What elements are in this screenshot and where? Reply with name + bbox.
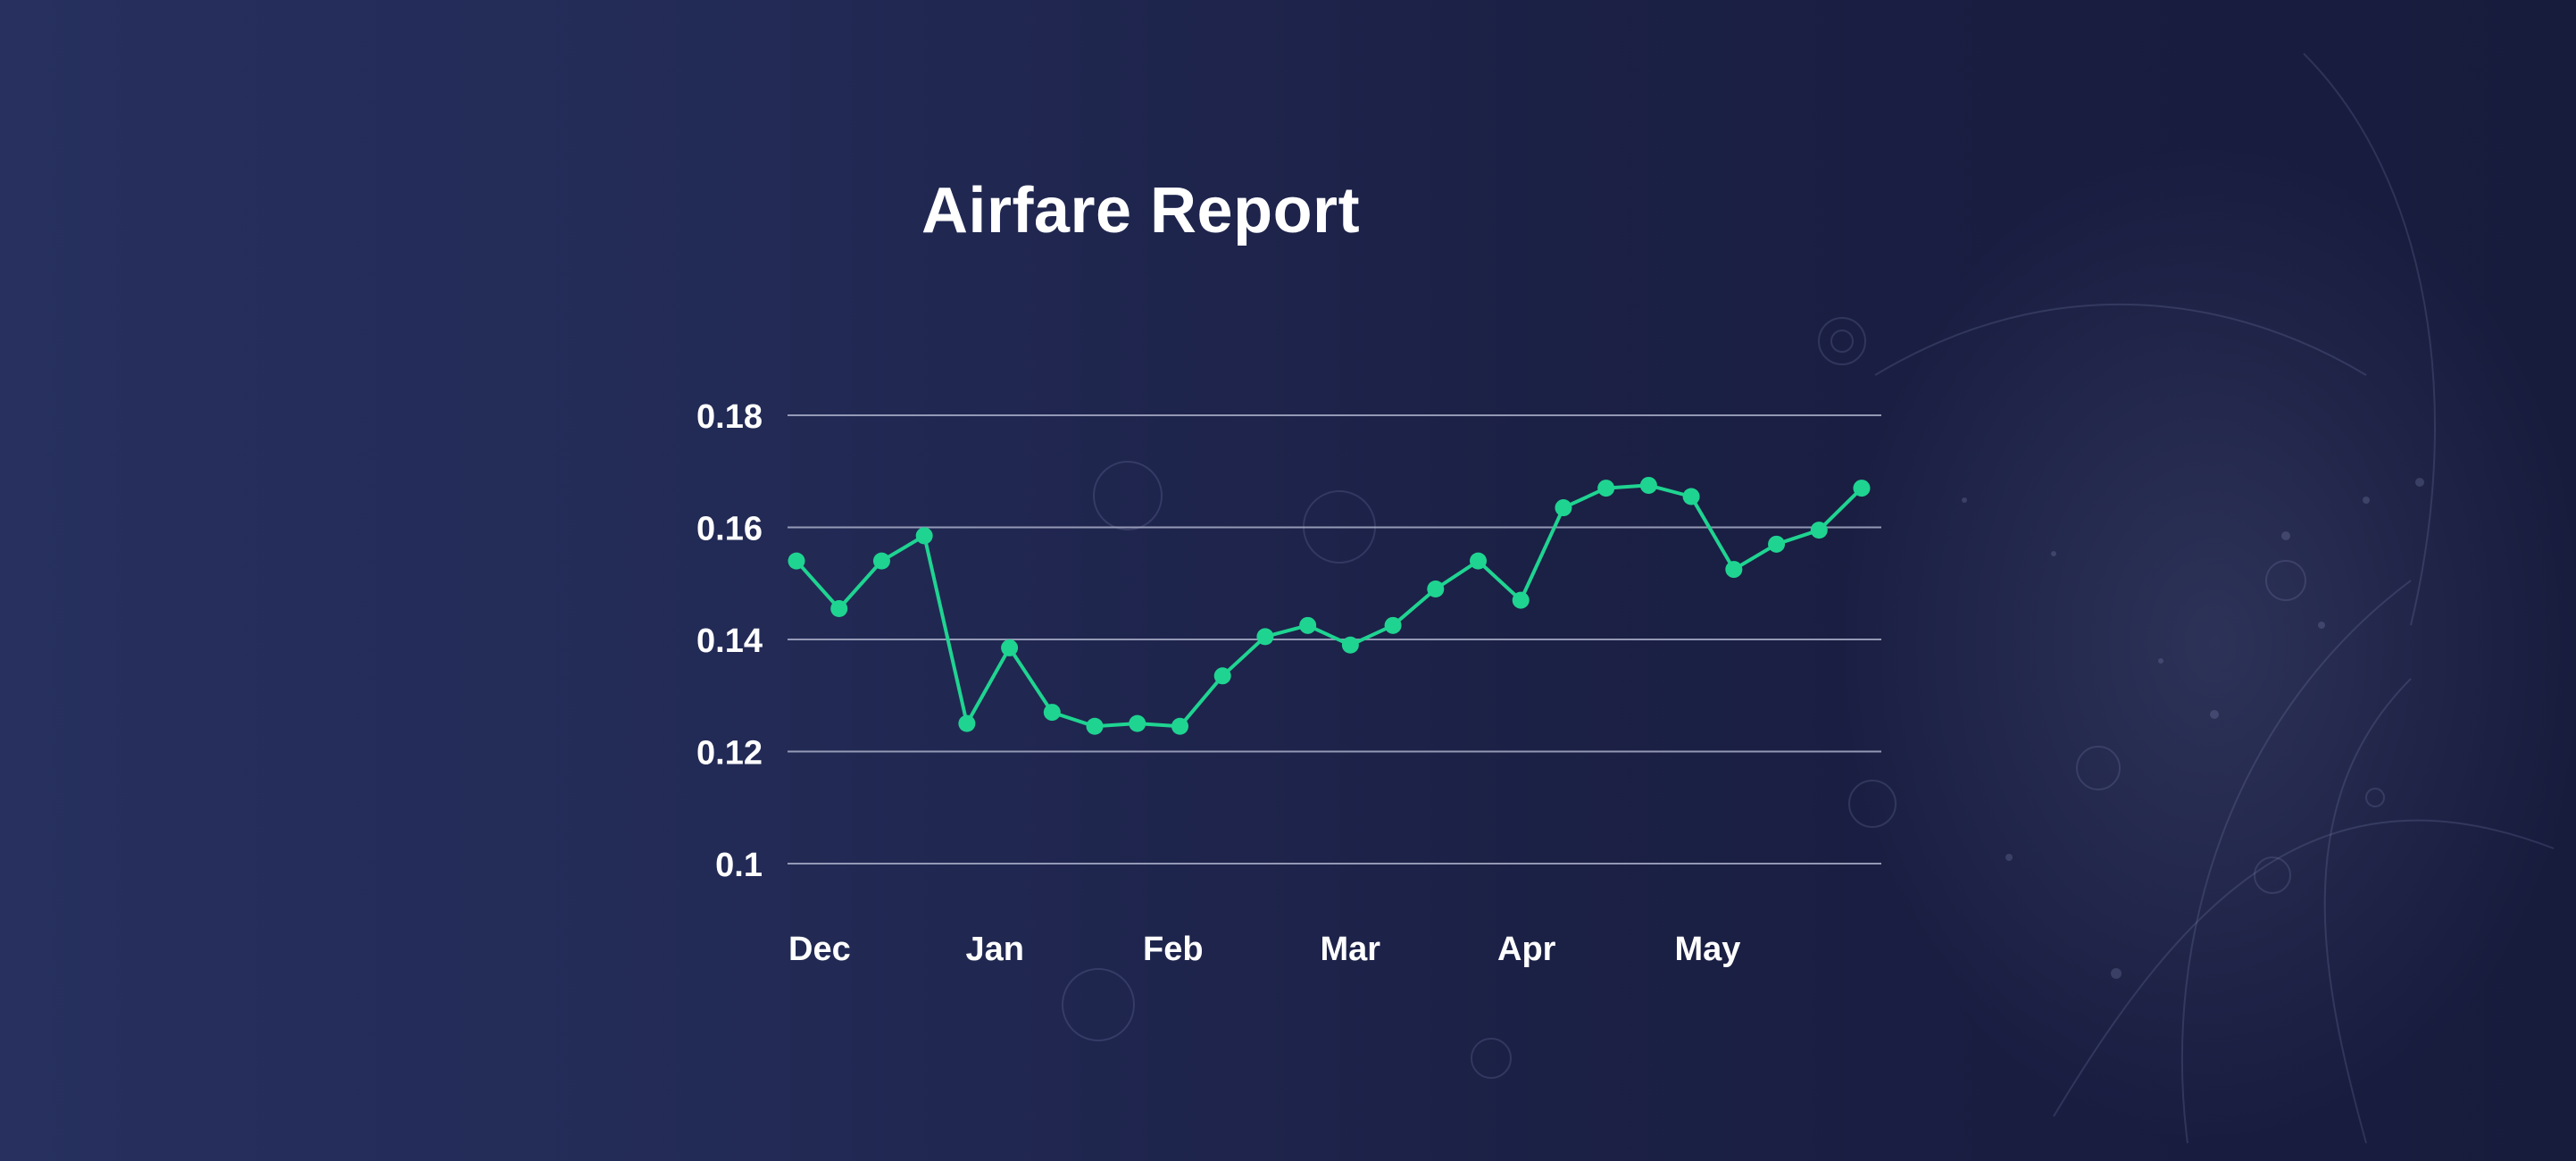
x-tick-label: Feb bbox=[1143, 931, 1204, 968]
y-tick-label: 0.14 bbox=[696, 622, 763, 660]
data-point bbox=[1768, 535, 1786, 553]
data-point bbox=[1810, 522, 1828, 539]
y-tick-label: 0.16 bbox=[696, 511, 763, 548]
y-tick-label: 0.1 bbox=[715, 847, 763, 884]
data-point bbox=[958, 714, 976, 732]
data-point bbox=[1086, 717, 1104, 735]
data-point bbox=[1384, 616, 1402, 634]
y-tick-label: 0.12 bbox=[696, 735, 763, 773]
data-point bbox=[830, 599, 848, 617]
series-line bbox=[795, 483, 1863, 729]
chart-title: Airfare Report bbox=[921, 175, 1361, 246]
data-point bbox=[1341, 636, 1359, 654]
data-point bbox=[1639, 476, 1657, 494]
x-tick-label: Dec bbox=[788, 931, 851, 968]
data-point bbox=[1470, 552, 1488, 570]
data-point bbox=[1682, 488, 1700, 505]
y-tick-label: 0.18 bbox=[696, 398, 763, 436]
data-point bbox=[1555, 499, 1572, 517]
data-point bbox=[872, 552, 890, 570]
data-point bbox=[1299, 616, 1317, 634]
x-tick-label: Apr bbox=[1497, 931, 1556, 968]
data-point bbox=[1171, 717, 1188, 735]
data-point bbox=[1853, 480, 1871, 497]
data-point bbox=[1427, 580, 1445, 598]
x-tick-label: Jan bbox=[966, 931, 1024, 968]
data-point bbox=[1001, 639, 1019, 656]
data-point bbox=[1597, 480, 1615, 497]
data-point bbox=[1043, 704, 1061, 722]
gridlines bbox=[788, 414, 1881, 864]
data-point bbox=[1512, 591, 1530, 609]
data-point bbox=[1256, 628, 1274, 646]
data-point bbox=[1213, 667, 1231, 685]
x-tick-label: Mar bbox=[1321, 931, 1381, 968]
data-point bbox=[788, 552, 805, 570]
x-tick-label: May bbox=[1675, 931, 1741, 968]
y-axis-ticks: 0.1 0.12 0.14 0.16 0.18 bbox=[696, 398, 763, 884]
data-point bbox=[915, 527, 933, 545]
data-point bbox=[1129, 714, 1146, 732]
x-axis-ticks: Dec Jan Feb Mar Apr May bbox=[788, 931, 1740, 968]
series-group bbox=[788, 476, 1871, 735]
data-point bbox=[1725, 561, 1743, 579]
